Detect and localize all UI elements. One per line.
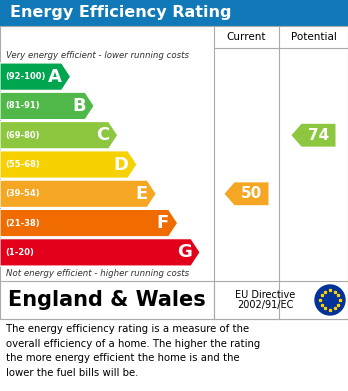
Text: A: A (48, 68, 62, 86)
Polygon shape (0, 239, 200, 266)
Text: Very energy efficient - lower running costs: Very energy efficient - lower running co… (6, 50, 189, 59)
Bar (0, 0, 348, 26)
Bar (0, 281, 348, 319)
Text: (55-68): (55-68) (5, 160, 40, 169)
Text: (39-54): (39-54) (5, 189, 40, 198)
Text: C: C (96, 126, 109, 144)
Text: (92-100): (92-100) (5, 72, 45, 81)
Bar (0, 26, 348, 319)
Polygon shape (0, 63, 71, 90)
Polygon shape (292, 124, 335, 147)
Text: D: D (113, 156, 128, 174)
Text: Potential: Potential (291, 32, 337, 42)
Text: The energy efficiency rating is a measure of the
overall efficiency of a home. T: The energy efficiency rating is a measur… (6, 325, 260, 378)
Text: G: G (177, 243, 191, 261)
Text: Current: Current (227, 32, 266, 42)
Text: 50: 50 (241, 186, 262, 201)
Text: F: F (157, 214, 169, 232)
Text: B: B (72, 97, 86, 115)
Text: (81-91): (81-91) (5, 101, 40, 110)
Text: (1-20): (1-20) (5, 248, 34, 257)
Text: 74: 74 (308, 128, 329, 143)
Polygon shape (0, 122, 118, 149)
Polygon shape (224, 182, 269, 205)
Polygon shape (0, 151, 137, 178)
Text: E: E (135, 185, 148, 203)
Text: England & Wales: England & Wales (8, 290, 206, 310)
Polygon shape (0, 210, 177, 237)
Text: Not energy efficient - higher running costs: Not energy efficient - higher running co… (6, 269, 189, 278)
Text: (69-80): (69-80) (5, 131, 40, 140)
Text: Energy Efficiency Rating: Energy Efficiency Rating (10, 5, 231, 20)
Text: (21-38): (21-38) (5, 219, 40, 228)
Text: EU Directive: EU Directive (235, 290, 295, 300)
Polygon shape (0, 180, 156, 208)
Polygon shape (0, 92, 94, 120)
Circle shape (315, 285, 345, 315)
Text: 2002/91/EC: 2002/91/EC (237, 300, 293, 310)
